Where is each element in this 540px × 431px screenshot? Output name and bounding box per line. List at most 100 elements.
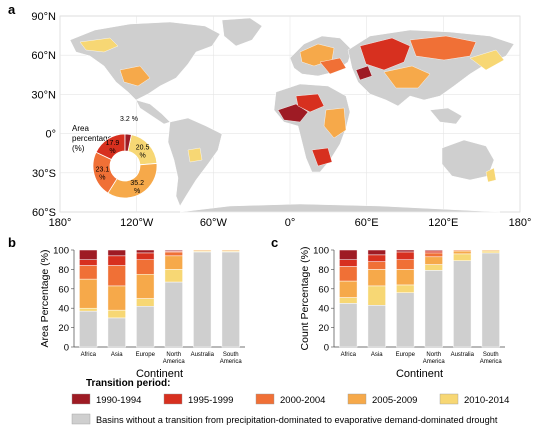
panel-label-b: b: [8, 235, 16, 250]
y-tick-label: 60: [318, 284, 329, 295]
y-tick-label: 40: [318, 304, 329, 315]
donut-title-line-3: (%): [72, 144, 85, 153]
basin-west-africa-1990: [277, 103, 309, 123]
legend-swatch-1990-1994: [71, 393, 91, 405]
lat-label: 30°S: [32, 168, 56, 180]
basin-west-africa-1995: [295, 93, 325, 113]
bar-segment-none: [396, 292, 415, 348]
bar-segment-2005-2009: [453, 250, 472, 255]
bar-segment-1990-1994: [79, 249, 98, 260]
bar-segment-1995-1999: [107, 255, 126, 266]
map-axis-labels: 90°N 60°N 30°N 0° 30°S 60°S 180° 120°W 6…: [31, 11, 531, 229]
bar-segment-2010-2014: [136, 298, 155, 307]
bar-segment-none: [193, 251, 212, 348]
bar-segment-2005-2009: [367, 269, 386, 287]
bar-segment-2000-2004: [396, 259, 415, 270]
x-tick-label: Australia: [191, 352, 215, 358]
lat-label: 90°N: [31, 11, 56, 23]
bar-segment-none: [164, 281, 183, 348]
donut-slice-1990-1994: [124, 133, 132, 152]
bar-segment-none: [136, 306, 155, 348]
legend-label-1995-1999: 1995-1999: [188, 395, 233, 406]
bar-segment-2010-2014: [164, 269, 183, 283]
bar-segment-2000-2004: [107, 265, 126, 287]
bar-segment-2010-2014: [339, 297, 358, 304]
donut-slice-label: 23.1%: [96, 167, 110, 182]
lat-label: 60°S: [32, 207, 56, 219]
lat-label: 30°N: [31, 89, 56, 101]
bar-segment-1990-1994: [107, 249, 126, 257]
bar-segment-2010-2014: [396, 284, 415, 293]
x-axis-title: Continent: [396, 368, 443, 380]
bar-chart-area: 0 20 40 60 80 100 Africa Asia Europe North America…: [39, 246, 245, 380]
basin-asia-2010: [469, 49, 505, 71]
lon-label: 120°W: [120, 217, 154, 229]
y-axis-title: Area Percentage (%): [39, 249, 51, 347]
bar-segment-2005-2009: [396, 269, 415, 286]
basin-asia-1990: [355, 65, 373, 81]
legend-swatch-2005-2009: [347, 393, 367, 405]
bar-segment-2000-2004: [164, 251, 183, 257]
bar-segment-2005-2009: [424, 256, 443, 265]
basin-north-america-2005: [119, 65, 151, 87]
land-greenland: [221, 17, 263, 47]
donut-labels: 20.5 % 35.2 % 23.1 % 17.9 % 3.2 %: [96, 116, 150, 195]
donut-slice-label: 20.5%: [136, 144, 150, 159]
legend-swatch-2000-2004: [255, 393, 275, 405]
legend-swatch-2010-2014: [439, 393, 459, 405]
bar-segment-2000-2004: [453, 249, 472, 252]
land-southeast-asia: [429, 107, 463, 125]
lon-label: 120°E: [428, 217, 458, 229]
lon-label: 60°E: [355, 217, 379, 229]
legend-label-none: Basins without a transition from precipi…: [96, 415, 498, 425]
basin-asia-2000: [409, 35, 477, 61]
x-tick-label: Europe: [396, 352, 416, 358]
bar-segment-1990-1994: [339, 249, 358, 260]
bar-segment-2000-2004: [79, 265, 98, 280]
bar-segment-2005-2009: [193, 249, 212, 252]
bar-segment-1990-1994: [164, 249, 183, 252]
basin-south-africa-1995: [311, 147, 333, 167]
lon-label: 180°: [509, 217, 532, 229]
donut-slice-label: 35.2%: [130, 180, 144, 195]
basin-europe-2000: [319, 57, 347, 75]
land-antarctica: [179, 203, 501, 213]
panel-label-a: a: [8, 2, 16, 17]
bar-segment-none: [424, 270, 443, 348]
basin-north-america-2010: [79, 37, 119, 53]
bar-segment-1990-1994: [367, 249, 386, 256]
bar-segment-none: [339, 303, 358, 348]
world-map: 90°N 60°N 30°N 0° 30°S 60°S 180° 120°W 6…: [31, 11, 531, 229]
bar-segment-none: [453, 260, 472, 348]
y-tick-label: 80: [318, 265, 329, 276]
x-tick-label: Africa: [341, 352, 357, 358]
y-axis-title: Count Percentage (%): [299, 247, 311, 351]
bar-segment-2005-2009: [481, 249, 500, 252]
y-tick-label: 100: [53, 246, 69, 257]
legend-swatch-none: [71, 413, 91, 425]
bar-segment-2000-2004: [367, 261, 386, 270]
area-percentage-donut: Area percentage (%) 20.5 % 35.2 % 23.1 % 17.9%…: [72, 116, 158, 199]
lon-label: 180°: [49, 217, 72, 229]
y-tick-label: 40: [58, 304, 69, 315]
x-tick-label: South America: [220, 352, 243, 365]
donut-slice-label: 3.2 %: [120, 116, 138, 123]
bar-segment-1995-1999: [79, 259, 98, 266]
legend-label-1990-1994: 1990-1994: [96, 395, 141, 406]
bar-segment-2000-2004: [339, 266, 358, 282]
x-tick-label: South America: [480, 352, 503, 365]
x-tick-label: North America: [163, 352, 186, 365]
transition-basins: [79, 35, 505, 183]
legend-items: 1990-1994 1995-1999 2000-2004 2005-2009 2010…: [71, 393, 509, 406]
x-tick-label: Africa: [81, 352, 97, 358]
legend-swatch-1995-1999: [163, 393, 183, 405]
bar-segment-2010-2014: [481, 250, 500, 254]
donut-title-line-1: Area: [72, 124, 89, 133]
bar-segment-2010-2014: [453, 253, 472, 261]
bar-segment-2000-2004: [424, 252, 443, 258]
lat-label: 60°N: [31, 50, 56, 62]
x-tick-label: Asia: [111, 352, 123, 358]
donut-slice-label: 17.9%: [106, 140, 120, 155]
y-tick-label: 0: [324, 343, 329, 354]
